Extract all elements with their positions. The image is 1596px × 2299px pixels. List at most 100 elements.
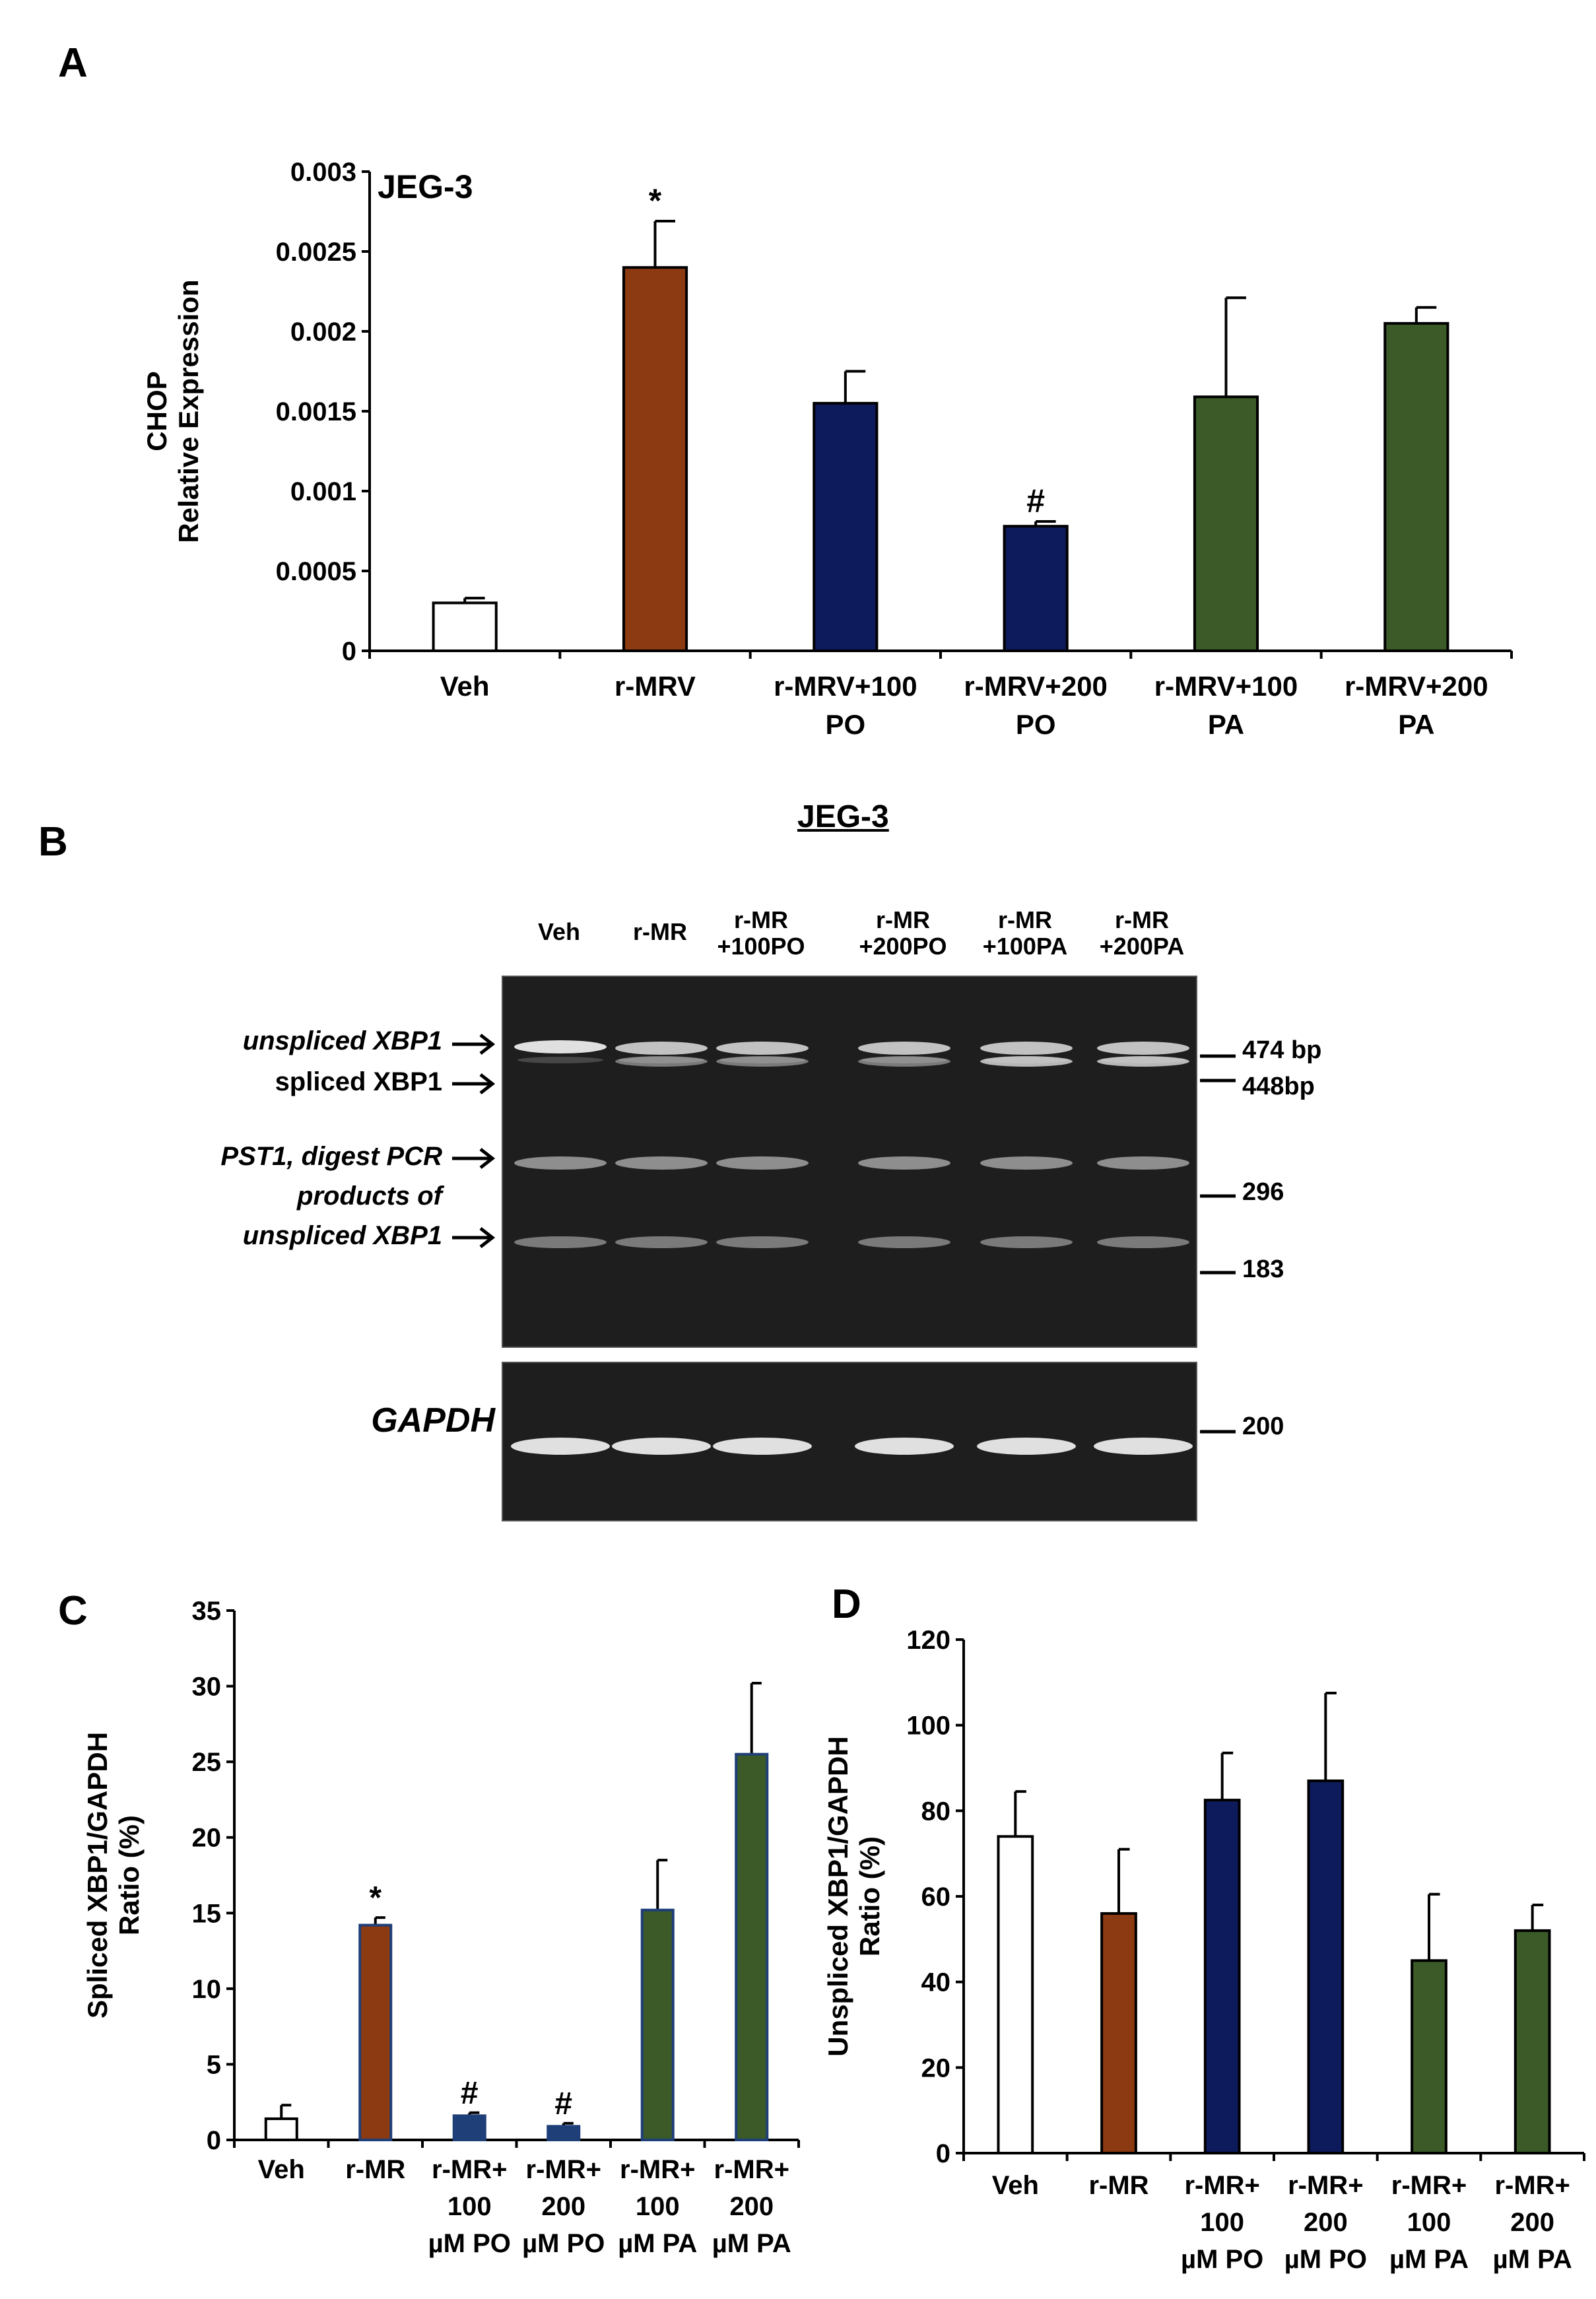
x-tick-label: PA [1398,709,1434,740]
bar [358,1923,393,2141]
x-tick-label: µM PA [1389,2245,1469,2274]
digest-band-183 [1097,1236,1189,1248]
x-tick-label: 100 [448,2192,492,2221]
y-tick-label: 0.0025 [276,238,356,267]
bar [1003,525,1069,652]
x-tick-label: r-MRV [615,671,696,702]
chart-c-spliced-xbp1: 0 5 10 15 20 25 30 35 Spliced XBP1/GAPDH Ratio (%… [82,1597,800,2258]
bar [432,601,498,653]
gapdh-band [511,1438,610,1455]
spliced-band-faint [517,1057,603,1063]
xbp1-gel-bands [514,1040,1189,1248]
band-label-spliced-text: spliced XBP1 [275,1067,442,1096]
y-tick-label: 5 [207,2050,221,2079]
gapdh-band [713,1438,812,1455]
band-label-pst1-line1: PST1, digest PCR [220,1142,442,1171]
x-tick-label: 100 [636,2192,680,2221]
x-tick-label: r-MR+ [1288,2171,1363,2200]
y-tick-label: 30 [192,1673,222,1702]
gapdh-band [977,1438,1076,1455]
band-label-pst1-line2: products of [297,1182,442,1211]
spliced-band-faint [1100,1057,1186,1063]
size-label-474: 474 bp [1242,1036,1322,1064]
bar [1383,321,1449,652]
y-tick-label: 40 [921,1968,951,1997]
x-tick-label: r-MR+ [714,2155,789,2184]
x-tick-label: 100 [1407,2208,1451,2237]
x-tick-label: r-MR+ [1494,2171,1570,2200]
digest-band-183 [980,1236,1073,1248]
gel-lane-label: r-MR [633,918,687,945]
y-tick-label: 0.0015 [276,397,356,426]
x-tick-label: r-MR [345,2155,405,2184]
y-tick-label: 0 [936,2139,950,2168]
y-axis-label: Relative Expression [173,279,204,543]
x-tick-label: r-MRV+100 [774,671,917,702]
digest-band-296 [858,1156,950,1170]
x-tick-label: µM PA [1493,2245,1572,2274]
x-tick-label: 100 [1200,2208,1244,2237]
size-label-200: 200 [1242,1413,1284,1440]
x-tick-label: µM PO [522,2229,605,2258]
y-tick-label: 20 [192,1824,222,1853]
x-tick-label: 200 [729,2192,774,2221]
x-tick-label: Veh [992,2171,1039,2200]
x-tick-label: r-MRV+200 [964,671,1108,702]
digest-band-296 [615,1156,708,1170]
gel-lane-label: r-MR +100PO [717,906,805,960]
x-tick-label: µM PA [712,2229,791,2258]
x-tick-label: r-MR+ [526,2155,601,2184]
digest-band-296 [514,1156,607,1170]
digest-band-183 [716,1236,809,1248]
y-tick-label: 35 [192,1597,222,1626]
size-label-183: 183 [1242,1255,1284,1283]
size-label-296: 296 [1242,1178,1284,1206]
xbp1-gel [502,976,1197,1348]
y-tick-label: 0.0005 [276,557,356,586]
band-arrow-head [479,1073,496,1094]
panel-letter-b: B [38,819,68,865]
significance-marker: # [554,2086,572,2121]
significance-marker: # [1026,483,1045,519]
significance-marker: * [649,182,662,219]
gel-lane-label: r-MR +200PA [1099,906,1185,960]
significance-marker: * [369,1881,382,1916]
y-tick-label: 0.001 [290,477,356,506]
bar [640,1908,675,2142]
y-axis-label: Unspliced XBP1/GAPDH [822,1736,853,2056]
digest-band-296 [1097,1156,1189,1170]
spliced-band-faint [719,1057,805,1063]
unspliced-band [1097,1042,1189,1055]
gel-lane-label: r-MR +100PA [982,906,1068,960]
x-tick-label: r-MR+ [1391,2171,1467,2200]
digest-band-183 [858,1236,950,1248]
panel-letter-a: A [58,40,88,86]
y-tick-label: 80 [921,1797,951,1826]
bar [1203,1799,1241,2154]
spliced-band [1097,1056,1189,1067]
bar [1100,1912,1137,2155]
x-tick-label: Veh [258,2155,305,2184]
x-tick-label: µM PO [1181,2245,1263,2274]
chart-title: JEG-3 [378,168,473,205]
band-label-pst1-line3: unspliced XBP1 [242,1221,442,1250]
gapdh-band [612,1438,711,1455]
spliced-band-faint [861,1057,947,1063]
gapdh-band [855,1438,954,1455]
x-tick-label: r-MR+ [432,2155,507,2184]
band-label-unspliced: unspliced XBP1 [242,1026,442,1055]
spliced-band [716,1056,809,1067]
chart-d-unspliced-xbp1: 0 20 40 60 80 100 120 Unspliced XBP1/GAPDH Ratio… [822,1626,1585,2274]
x-tick-label: r-MR+ [620,2155,695,2184]
spliced-band-faint [618,1057,704,1063]
y-tick-label: 15 [192,1899,222,1928]
digest-band-183 [615,1236,708,1248]
x-tick-label: 200 [1304,2208,1348,2237]
bar [735,1752,769,2141]
y-axis-label: Spliced XBP1/GAPDH [82,1732,113,2018]
y-tick-label: 120 [906,1626,950,1655]
x-tick-label: PO [825,709,865,740]
unspliced-band [858,1042,950,1055]
band-arrow-head [479,1034,496,1055]
bar [1307,1779,1345,2154]
